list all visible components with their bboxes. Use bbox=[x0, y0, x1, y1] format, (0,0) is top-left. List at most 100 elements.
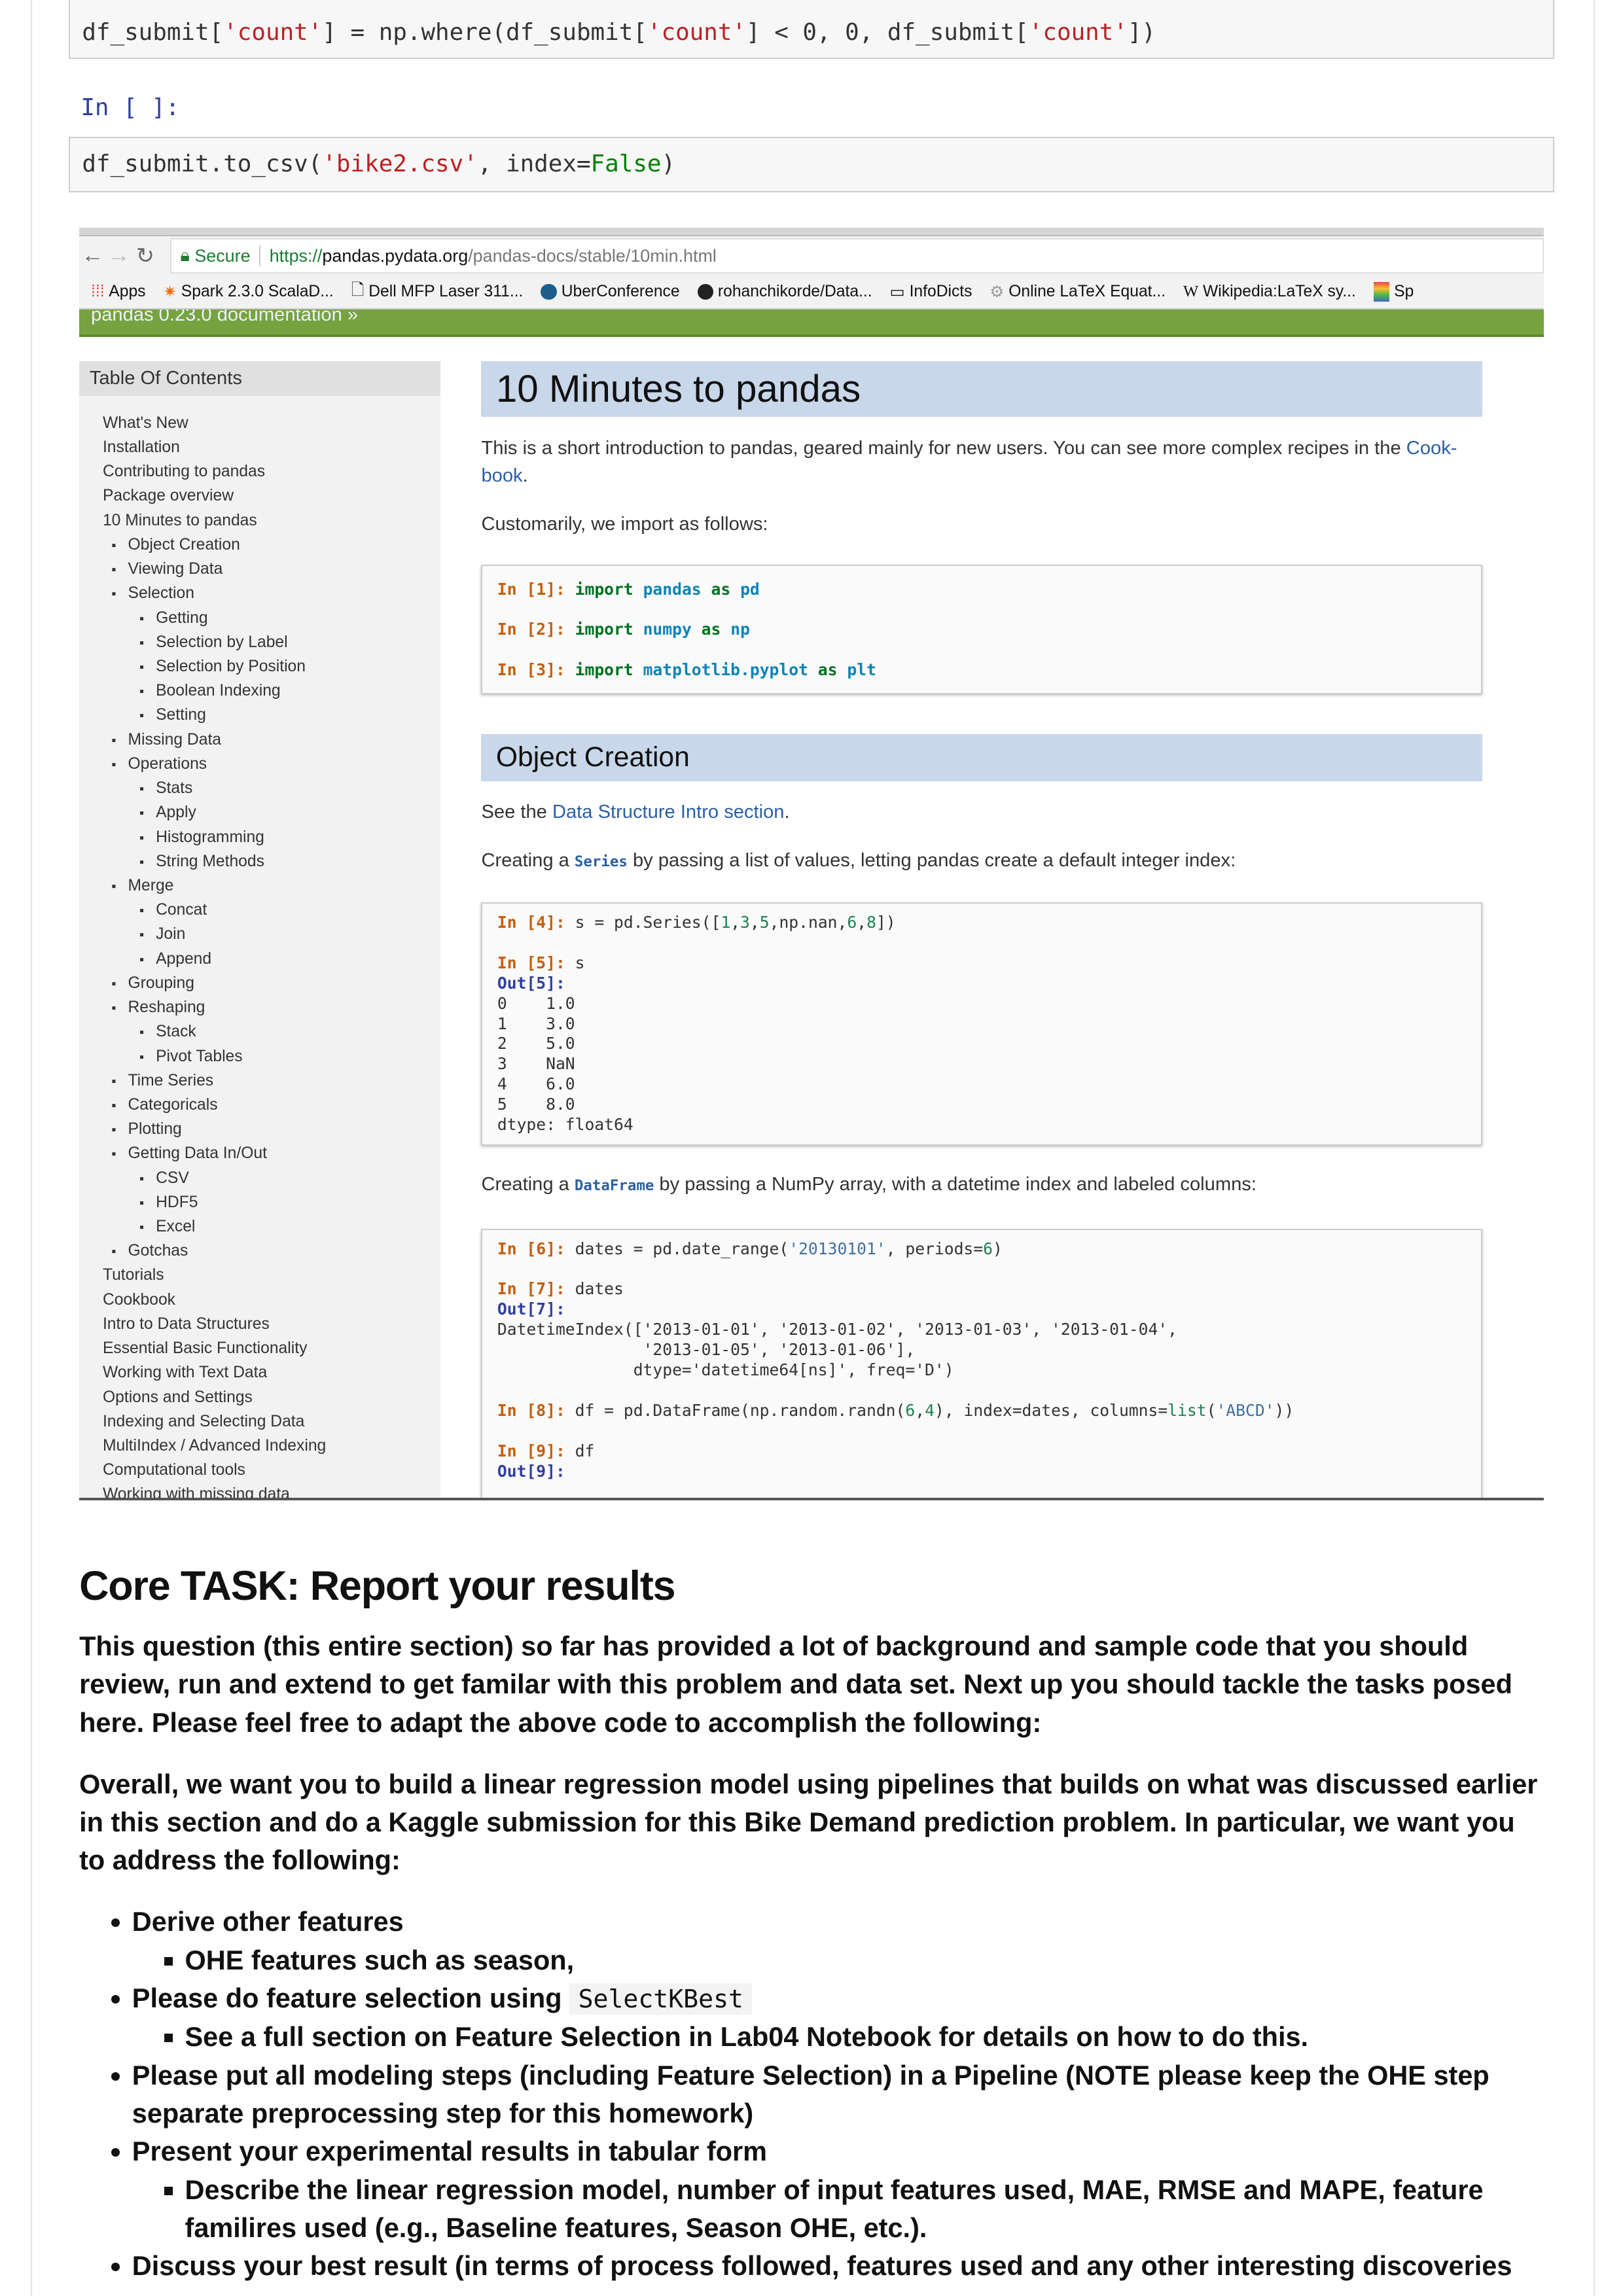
toc-item[interactable]: Tutorials bbox=[102, 1266, 164, 1284]
toc-item[interactable]: Options and Settings bbox=[102, 1388, 253, 1406]
code: df_submit[ bbox=[82, 18, 224, 46]
toc-item[interactable]: Cookbook bbox=[102, 1290, 175, 1309]
toc-item[interactable]: Time Series bbox=[79, 1069, 440, 1093]
task-subitem: Describe the linear regression model, nu… bbox=[185, 2171, 1547, 2248]
toc-item[interactable]: Categoricals bbox=[79, 1093, 440, 1117]
toc-item[interactable]: Join bbox=[79, 922, 440, 946]
series-paragraph: Creating a Series by passing a list of v… bbox=[481, 850, 1236, 872]
toc-item[interactable]: Computational tools bbox=[102, 1461, 245, 1479]
toc-item[interactable]: Apply bbox=[79, 800, 440, 824]
series-code-block: In [4]: s = pd.Series([1,3,5,np.nan,6,8]… bbox=[481, 902, 1482, 1146]
task-paragraph-2: Overall, we want you to build a linear r… bbox=[79, 1768, 1538, 1876]
toc-item[interactable]: Essential Basic Functionality bbox=[102, 1339, 308, 1358]
toc-item[interactable]: Getting bbox=[79, 606, 440, 630]
bookmark-uberconference[interactable]: UberConference bbox=[541, 283, 680, 301]
forward-icon[interactable]: → bbox=[107, 243, 130, 268]
address-bar[interactable]: 🔒︎ Secure https://pandas.pydata.org/pand… bbox=[170, 238, 1544, 274]
toc-item[interactable]: Intro to Data Structures bbox=[102, 1315, 270, 1333]
toc-item[interactable]: Boolean Indexing bbox=[79, 679, 440, 703]
import-code-block: In [1]: import pandas as pd In [2]: impo… bbox=[481, 565, 1482, 695]
toc-item[interactable]: Stats bbox=[79, 776, 440, 800]
task-heading: Core TASK: Report your results bbox=[79, 1563, 675, 1610]
toc-item[interactable]: Append bbox=[79, 947, 440, 971]
toc-item[interactable]: Selection bbox=[79, 581, 440, 605]
url-scheme: https:// bbox=[269, 245, 323, 266]
toc-item[interactable]: CSV bbox=[79, 1166, 440, 1190]
data-structure-intro-link[interactable]: Data Structure Intro section bbox=[552, 802, 785, 823]
page-icon: 🗋︎ bbox=[351, 281, 365, 299]
toc-item[interactable]: Working with Text Data bbox=[102, 1364, 268, 1382]
toc-item[interactable]: Getting Data In/Out bbox=[79, 1141, 440, 1165]
cell-prompt: In [ ]: bbox=[80, 94, 180, 121]
toc-item[interactable]: Histogramming bbox=[79, 825, 440, 849]
see-paragraph: See the Data Structure Intro section. bbox=[481, 802, 790, 823]
task-paragraph-1: This question (this entire section) so f… bbox=[79, 1630, 1512, 1738]
apps-grid-icon: ⁞⁞⁞ bbox=[91, 282, 105, 300]
toc-item[interactable]: Missing Data bbox=[79, 728, 440, 752]
dates-output: DatetimeIndex(['2013-01-01', '2013-01-02… bbox=[497, 1320, 1177, 1380]
toc-item[interactable]: Selection by Position bbox=[79, 654, 440, 679]
notebook-frame bbox=[31, 0, 1596, 2296]
secure-label: Secure bbox=[194, 245, 251, 266]
bookmark-apps[interactable]: ⁞⁞⁞ Apps bbox=[91, 282, 146, 300]
toc-item[interactable]: MultiIndex / Advanced Indexing bbox=[102, 1437, 327, 1455]
toc-item[interactable]: Grouping bbox=[79, 971, 440, 995]
doc-banner[interactable]: pandas 0.23.0 documentation » bbox=[79, 309, 1544, 337]
series-output: 0 1.0 1 3.0 2 5.0 3 NaN 4 6.0 5 8.0 dtyp… bbox=[497, 993, 633, 1135]
code: ) bbox=[661, 150, 676, 177]
cookbook-link[interactable]: Cook-book bbox=[481, 437, 1457, 487]
page-title: 10 Minutes to pandas bbox=[481, 361, 1482, 417]
toc-item[interactable]: Excel bbox=[79, 1214, 440, 1239]
bookmarks-bar: ⁞⁞⁞ Apps ✷ Spark 2.3.0 ScalaD... 🗋︎ Dell MF… bbox=[79, 275, 1544, 309]
toc-item[interactable]: Pivot Tables bbox=[79, 1044, 440, 1069]
toc-item[interactable]: Setting bbox=[79, 703, 440, 727]
toc-item[interactable]: Working with missing data bbox=[102, 1485, 290, 1501]
reload-icon[interactable]: ↻ bbox=[135, 244, 155, 269]
toc-item[interactable]: HDF5 bbox=[79, 1190, 440, 1214]
toc-item[interactable]: Installation bbox=[102, 438, 180, 457]
core-task-section: Core TASK: Report your results This ques… bbox=[79, 1563, 1546, 2285]
code-string: 'bike2.csv' bbox=[322, 150, 478, 177]
bookmark-github[interactable]: rohanchikorde/Data... bbox=[697, 283, 872, 301]
toc-item[interactable]: Package overview bbox=[102, 487, 234, 505]
toc-item[interactable]: Merge bbox=[79, 874, 440, 898]
tab-strip bbox=[79, 227, 1544, 236]
toc-item[interactable]: Stack bbox=[79, 1019, 440, 1044]
bookmark-infodicts[interactable]: ▭ InfoDicts bbox=[889, 282, 972, 301]
toc-item[interactable]: Reshaping bbox=[79, 995, 440, 1019]
toc-item[interactable]: 10 Minutes to pandas bbox=[102, 511, 257, 529]
bookmark-spark[interactable]: ✷ Spark 2.3.0 ScalaD... bbox=[163, 282, 334, 301]
series-link[interactable]: Series bbox=[574, 853, 628, 871]
browser-toolbar: ← → ↻ 🔒︎ Secure https://pandas.pydata.or… bbox=[79, 236, 1544, 276]
task-item: Please do feature selection using Select… bbox=[132, 1979, 1547, 2057]
toc-item[interactable]: Concat bbox=[79, 898, 440, 922]
toc-item[interactable]: Indexing and Selecting Data bbox=[102, 1412, 305, 1430]
spark-icon: ✷ bbox=[163, 283, 177, 301]
toc-item[interactable]: Gotchas bbox=[79, 1239, 440, 1263]
code-string: 'count' bbox=[1028, 18, 1128, 46]
dataframe-link[interactable]: DataFrame bbox=[574, 1176, 654, 1194]
bookmark-sp[interactable]: Sp bbox=[1373, 282, 1414, 302]
toc-item[interactable]: Viewing Data bbox=[79, 557, 440, 581]
code: ]) bbox=[1127, 18, 1156, 46]
toc-item[interactable]: Selection by Label bbox=[79, 630, 440, 654]
import-paragraph: Customarily, we import as follows: bbox=[481, 514, 768, 535]
code-cell-to-csv[interactable]: df_submit.to_csv('bike2.csv', index=Fals… bbox=[69, 136, 1554, 192]
toc-item[interactable]: String Methods bbox=[79, 849, 440, 874]
toc-item[interactable]: Plotting bbox=[79, 1117, 440, 1141]
wikipedia-icon: W bbox=[1183, 282, 1199, 300]
bookmark-wikipedia[interactable]: W Wikipedia:LaTeX sy... bbox=[1183, 282, 1356, 300]
bookmark-dell[interactable]: 🗋︎ Dell MFP Laser 311... bbox=[351, 278, 524, 306]
code-keyword: False bbox=[590, 150, 662, 177]
code-cell-clip-count[interactable]: df_submit['count'] = np.where(df_submit[… bbox=[69, 0, 1554, 59]
task-note: (NOTE please keep the OHE step separate … bbox=[132, 2059, 1489, 2128]
toc-item[interactable]: Contributing to pandas bbox=[102, 463, 266, 481]
back-icon[interactable]: ← bbox=[81, 243, 104, 268]
toc-item[interactable]: Object Creation bbox=[79, 533, 440, 557]
toc-item[interactable]: What's New bbox=[102, 414, 188, 432]
toc-title: Table Of Contents bbox=[79, 361, 440, 397]
toc-item[interactable]: Operations bbox=[79, 752, 440, 776]
task-list: Derive other features OHE features such … bbox=[79, 1903, 1546, 2285]
bookmark-latex[interactable]: ⚙ Online LaTeX Equat... bbox=[990, 282, 1166, 301]
task-item: Present your experimental results in tab… bbox=[132, 2132, 1547, 2247]
